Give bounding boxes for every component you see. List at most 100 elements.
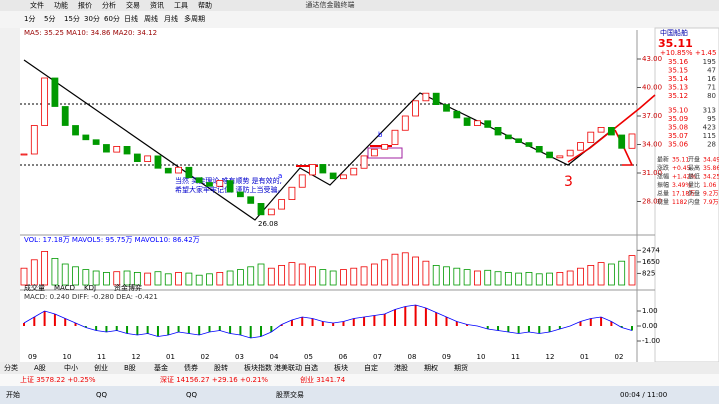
taskbar-item[interactable]: QQ [186,391,198,399]
tab[interactable]: 创业 [94,363,108,372]
candle [195,177,203,183]
book-volume: 16 [707,75,716,83]
period-button[interactable]: 5分 [44,14,55,23]
taskbar [0,386,719,404]
volume-bar [72,266,79,286]
menu-item[interactable]: 功能 [54,1,68,10]
tab[interactable]: 港美联动 [274,363,302,372]
candle [30,125,38,155]
menu-item[interactable]: 交易 [126,1,140,10]
quote-panel [654,27,719,363]
book-volume: 80 [707,92,716,100]
volume-bar [154,271,162,286]
volume-bar [82,269,90,286]
book-volume: 195 [703,58,716,66]
period-button[interactable]: 1分 [24,14,35,23]
candle [443,104,450,112]
volume-bar [278,264,286,286]
y-tick-label: 28.00 [642,198,662,206]
period-button[interactable]: 月线 [164,14,178,23]
stat: 振幅 [657,181,669,189]
period-button[interactable]: 日线 [124,14,138,23]
volume-bar [432,264,440,286]
tab[interactable]: 股转 [214,363,228,372]
x-tick-label: 04 [270,353,279,361]
volume-bar [103,271,110,286]
sub-tab[interactable]: KDJ [84,284,96,292]
tab[interactable]: 板块指数 [244,363,272,372]
menu-item[interactable]: 帮助 [198,1,212,10]
taskbar-item[interactable]: 开始 [6,390,20,399]
menu-item[interactable]: 报价 [78,1,92,10]
tab[interactable]: 自定 [364,363,378,372]
sub-tab[interactable]: MACD [54,284,75,292]
tab[interactable]: A股 [34,364,46,372]
book-price: 35.12 [668,92,688,100]
stat: 外盘 [688,190,700,198]
stat: 内盘 [688,198,700,206]
tab[interactable]: 港股 [394,363,408,372]
volume-bar [216,271,224,286]
candle [154,155,162,169]
status-bar [0,374,719,386]
candle [597,127,605,133]
volume-bar [535,273,543,286]
book-price: 35.16 [668,58,689,66]
book-price: 35.08 [668,124,688,132]
wave-line [23,59,613,221]
volume-bar [587,264,595,286]
x-tick-label: 11 [97,353,106,361]
volume-bar [195,274,203,286]
sub-tab[interactable]: 资金博弈 [114,283,142,292]
tab[interactable]: 自选 [304,363,318,372]
stat: 最高 [688,164,700,172]
menu-item[interactable]: 资讯 [150,1,164,10]
tab[interactable]: 板块 [334,363,348,372]
taskbar-item[interactable]: 股票交易 [276,390,304,399]
candle [82,134,90,141]
tab[interactable]: B股 [124,364,136,372]
period-button[interactable]: 60分 [104,14,120,23]
volume-bar [20,267,28,286]
volume-bar [298,263,306,286]
volume-bar [237,269,244,286]
candle [401,115,409,131]
menu-item[interactable]: 文件 [30,1,44,10]
volume-bar [92,270,100,286]
stat: 9.2万 [703,191,719,198]
sub-tab[interactable]: 成交量 [24,283,45,292]
stat: 34.49 [703,157,719,164]
stat: 17.18万 [672,191,695,198]
period-button[interactable]: 多周期 [184,14,205,23]
volume-bar [30,259,38,286]
tab[interactable]: 期权 [424,363,438,372]
tab[interactable]: 分类 [4,363,18,372]
volume-bar [577,267,584,286]
x-tick-label: 12 [546,353,555,361]
stat: 涨跌 [657,164,669,172]
menu-item[interactable]: 分析 [102,1,116,10]
candle [51,77,59,107]
y-tick-label: 31.00 [642,169,662,177]
volume-tick-label: 1650 [642,258,660,266]
period-button[interactable]: 30分 [84,14,100,23]
tab[interactable]: 中小 [64,363,78,372]
tab[interactable]: 期货 [454,363,468,372]
candle [278,199,286,210]
volume-bar [51,257,59,286]
tab[interactable]: 基金 [154,363,168,372]
taskbar-item[interactable]: QQ [96,391,108,399]
period-button[interactable]: 周线 [144,14,158,23]
candle [267,208,275,216]
menu-item[interactable]: 工具 [174,2,188,10]
low-label: 26.08 [258,220,278,228]
candle [494,127,502,136]
candle [350,167,358,176]
price: 35.11 [658,37,693,50]
tab[interactable]: 债券 [184,363,198,372]
book-volume: 313 [703,107,716,115]
period-button[interactable]: 15分 [64,14,80,23]
candle [72,125,79,136]
